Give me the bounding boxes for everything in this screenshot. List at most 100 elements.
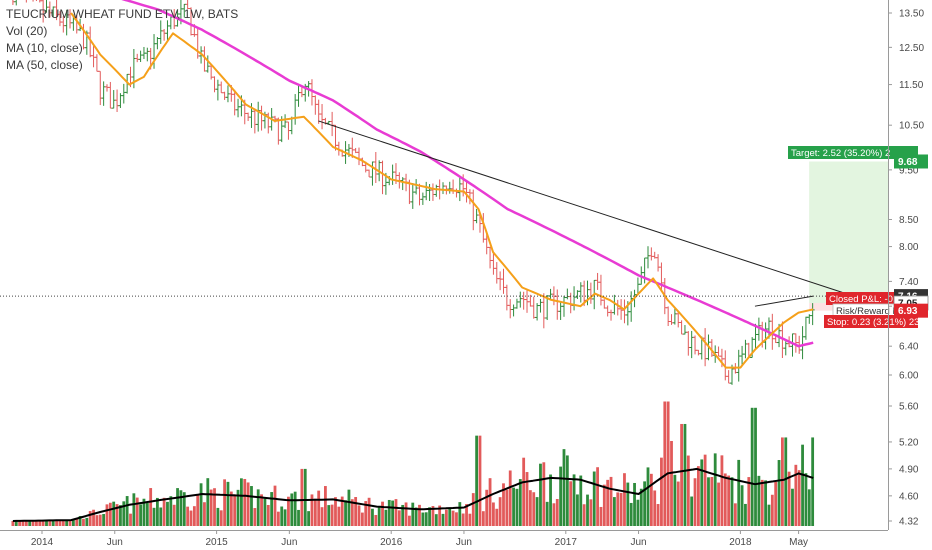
volume-bar (357, 505, 361, 526)
volume-bar (192, 506, 196, 526)
volume-bar (18, 520, 22, 526)
volume-bar (334, 497, 337, 526)
volume-bar (233, 494, 237, 526)
volume-bar (525, 472, 529, 526)
volume-bar (182, 492, 186, 526)
volume-bar (623, 473, 626, 526)
volume-bar (559, 466, 563, 526)
volume-bar (639, 488, 643, 526)
volume-bar (518, 479, 522, 526)
volume-bar (549, 474, 552, 526)
volume-bar (68, 519, 72, 526)
volume-bar (562, 449, 566, 526)
volume-bar (48, 520, 52, 526)
position-annotations: Target: 2.52 (35.20%) 2 Closed P&L: -0.Ri… (788, 146, 919, 328)
volume-bar (693, 478, 697, 526)
volume-bar (31, 520, 35, 526)
volume-bar (381, 501, 384, 526)
volume-bar (713, 453, 717, 526)
volume-bar (253, 508, 257, 526)
volume-bar (690, 496, 694, 526)
y-tick-label: 4.60 (899, 491, 919, 502)
volume-bar (612, 497, 616, 526)
volume-bar (660, 457, 663, 526)
volume-bar (246, 482, 250, 526)
volume-bar (794, 464, 798, 526)
volume-bar (276, 511, 280, 526)
volume-bar (162, 497, 166, 526)
volume-bar (629, 502, 633, 526)
volume-bar (522, 457, 526, 526)
trend-line (318, 120, 843, 293)
volume-bar (508, 470, 512, 526)
volume-bar (626, 482, 630, 526)
volume-bar (98, 514, 102, 526)
volume-bar (438, 505, 442, 526)
y-tick-label: 10.50 (899, 121, 924, 132)
volume-bar (505, 489, 509, 526)
volume-bar (324, 486, 327, 526)
volume-bar (65, 519, 69, 526)
volume-bar (646, 467, 650, 526)
volume-bar (757, 475, 761, 526)
volume-bar (243, 478, 247, 526)
volume-bar (102, 514, 106, 526)
volume-bar (710, 477, 714, 526)
volume-bar (444, 509, 448, 526)
x-tick-label: 2016 (380, 537, 403, 548)
x-tick-label: 2014 (31, 537, 54, 548)
volume-bar (475, 435, 479, 526)
volume-bar (307, 511, 311, 526)
svg-text:Closed P&L: -0.: Closed P&L: -0. (829, 294, 896, 305)
volume-bar (811, 437, 815, 526)
volume-bar (256, 489, 260, 526)
volume-bar (290, 493, 294, 526)
volume-bar (337, 506, 341, 526)
volume-bar (350, 499, 354, 526)
volume-bar (142, 498, 146, 526)
volume-bar (112, 501, 116, 526)
volume-bar (465, 504, 468, 526)
volume-bar (733, 503, 737, 526)
volume-bar (213, 488, 216, 526)
volume-bar (125, 496, 129, 526)
volume-bar (495, 508, 499, 526)
volume-bar (643, 481, 647, 526)
volume-bar (670, 440, 673, 526)
y-tick-label: 8.00 (899, 242, 919, 253)
volume-bar (226, 481, 230, 526)
volume-bar (586, 494, 589, 526)
y-tick-label: 5.60 (899, 402, 919, 413)
volume-bar (263, 498, 267, 526)
ma10-line (70, 12, 814, 369)
volume-bar (51, 520, 55, 526)
volume-bar (492, 502, 495, 526)
volume-bar (199, 483, 203, 526)
y-tick-label: 8.50 (899, 215, 919, 226)
volume-bar (55, 520, 58, 526)
y-tick-label: 7.40 (899, 277, 919, 288)
volume-bar (807, 489, 811, 526)
indicator-lines (0, 0, 888, 522)
volume-bar (216, 507, 220, 526)
volume-bar (61, 520, 65, 526)
volume-bar (663, 401, 667, 526)
volume-bar (280, 506, 284, 526)
volume-bar (88, 511, 92, 526)
price-badge-target: 9.68 (894, 154, 928, 169)
volume-bar (485, 489, 489, 526)
volume-bar (596, 467, 599, 526)
volume-bar (115, 504, 119, 526)
volume-bar (320, 507, 324, 526)
volume-bar (119, 505, 122, 526)
y-tick-label: 13.50 (899, 9, 924, 20)
volume-bar (374, 514, 378, 526)
volume-bar (797, 470, 801, 526)
volume-bar (297, 509, 300, 526)
volume-bar (172, 504, 176, 526)
x-tick-label: 2018 (729, 537, 752, 548)
volume-bar (364, 501, 368, 526)
